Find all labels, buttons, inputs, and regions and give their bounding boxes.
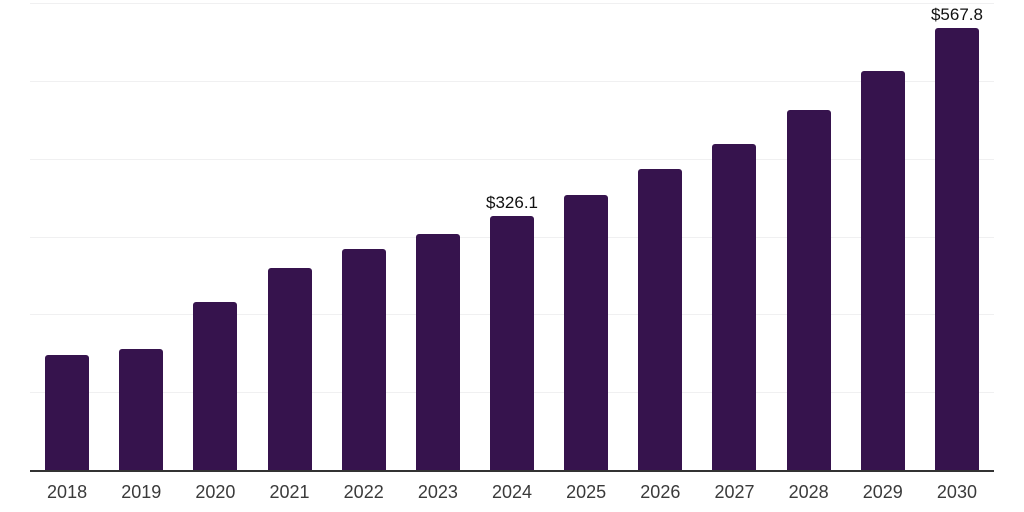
bar-2021 — [267, 268, 312, 470]
gridline-400 — [30, 158, 994, 160]
x-tick-2019: 2019 — [121, 482, 162, 502]
x-tick-2018: 2018 — [47, 482, 88, 502]
x-tick-2028: 2028 — [788, 482, 829, 502]
bars-container: $326.1 $567.8 — [30, 3, 994, 470]
bar-2029 — [860, 70, 905, 470]
bar-2022 — [341, 249, 386, 470]
bar-2024 — [490, 216, 535, 470]
bar-slot-2029 — [846, 70, 920, 470]
bar-slot-2028 — [772, 110, 846, 470]
gridline-600 — [30, 3, 994, 4]
gridline-500 — [30, 80, 994, 82]
x-tick-2023: 2023 — [417, 482, 458, 502]
bar-2020 — [193, 301, 238, 470]
bar-2025 — [564, 194, 609, 470]
bar-2018 — [45, 355, 90, 470]
bar-2030 — [934, 28, 979, 470]
bar-slot-2026 — [623, 168, 697, 470]
x-tick-2030: 2030 — [936, 482, 977, 502]
bar-2023 — [415, 233, 460, 470]
x-tick-2020: 2020 — [195, 482, 236, 502]
bar-2028 — [786, 110, 831, 470]
x-tick-2024: 2024 — [491, 482, 533, 502]
x-tick-2022: 2022 — [343, 482, 384, 502]
x-tick-2026: 2026 — [640, 482, 681, 502]
data-label-2024: $326.1 — [486, 193, 539, 213]
bar-slot-2023 — [401, 233, 475, 470]
bar-slot-2030: $567.8 — [920, 6, 994, 470]
bar-2026 — [638, 168, 683, 470]
bar-slot-2021 — [252, 268, 326, 470]
bar-slot-2025 — [549, 194, 623, 470]
x-tick-2027: 2027 — [714, 482, 755, 502]
bar-slot-2024: $326.1 — [475, 194, 549, 470]
x-tick-2029: 2029 — [862, 482, 903, 502]
bar-2019 — [119, 348, 164, 470]
bar-2027 — [712, 143, 757, 470]
data-label-2030: $567.8 — [930, 5, 983, 25]
bar-slot-2027 — [697, 143, 771, 470]
bar-slot-2020 — [178, 301, 252, 470]
x-tick-2021: 2021 — [269, 482, 310, 502]
bar-slot-2019 — [104, 348, 178, 470]
x-tick-2025: 2025 — [566, 482, 607, 502]
plot-area: $326.1 $567.8 — [30, 3, 994, 472]
bar-slot-2022 — [327, 249, 401, 470]
bar-slot-2018 — [30, 355, 104, 470]
x-axis-labels: 2018 2019 2020 2021 2022 2023 2024 2025 2026 2027… — [30, 472, 994, 501]
